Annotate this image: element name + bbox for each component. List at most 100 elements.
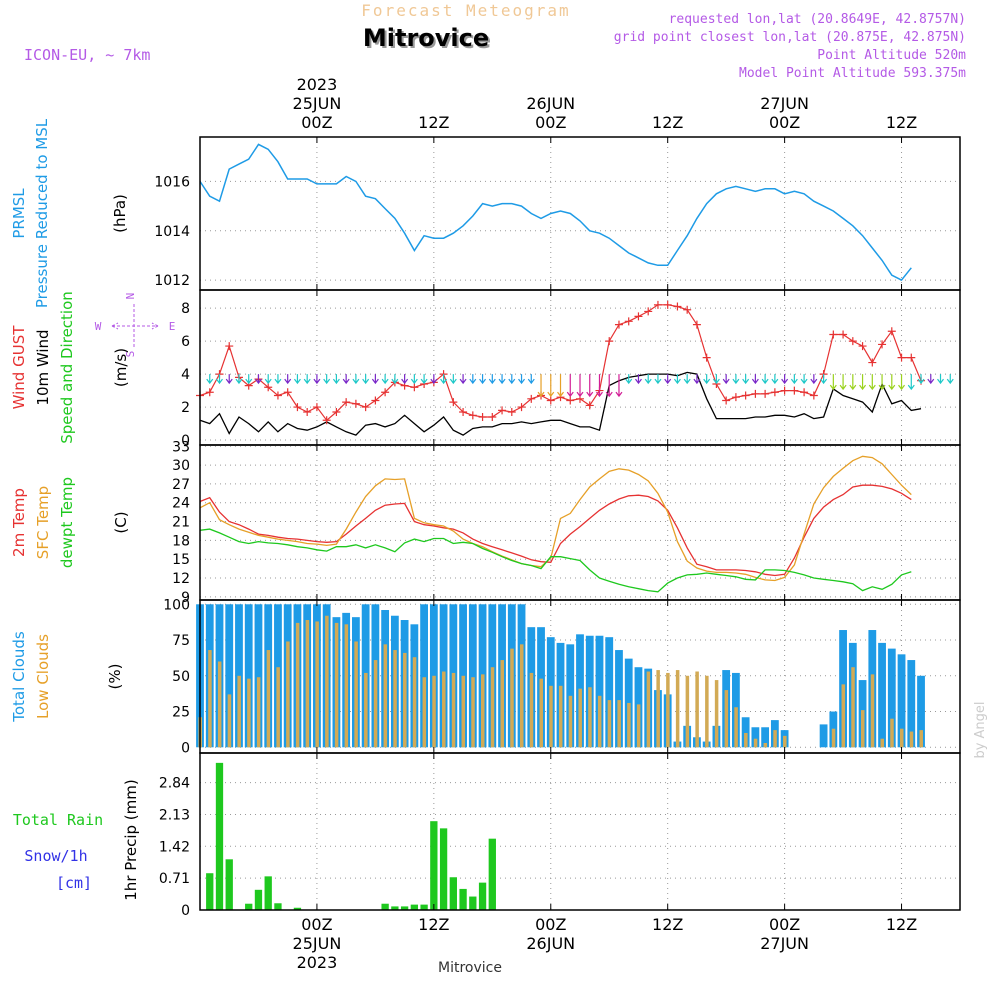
y-tick-label: 27 [172,477,190,493]
wind-direction-arrow [781,374,789,385]
low-cloud-bar [325,615,329,748]
gust-point [878,340,887,349]
total-cloud-bar [254,604,263,748]
wind-direction-arrow [381,374,389,385]
low-cloud-bar [890,718,894,748]
low-cloud-bar [646,671,651,748]
y-tick-label: 18 [172,533,190,549]
wind-direction-arrow [576,374,584,398]
rain-bar [293,907,302,910]
low-cloud-bar [393,650,397,748]
compass-letter: E [169,320,176,333]
low-cloud-bar [607,700,612,748]
wind-direction-arrow [644,374,652,385]
gust-point [507,408,516,417]
bottom-time-label: 12Z [886,915,917,934]
bottom-time-label: 27JUN [760,934,809,953]
total-cloud-bar [819,724,828,748]
wind-direction-arrow [586,374,594,398]
low-cloud-bar [568,695,573,748]
y-tick-label: 0.71 [159,871,190,887]
wind-direction-arrow [703,374,711,385]
y-tick-label: 4 [181,367,190,383]
wind-direction-arrow [664,374,672,385]
low-cloud-bar [695,671,699,748]
wind-direction-arrow [274,374,282,385]
panel-label: Speed and Direction [58,291,76,444]
wind-direction-arrow [440,374,448,385]
gust-point [663,300,672,309]
wind-direction-arrow [449,374,457,385]
low-cloud-bar [773,730,777,748]
y-tick-label: 2.84 [159,776,190,792]
total-cloud-bar [595,635,604,748]
rain-bar [206,873,214,910]
total-cloud-bar [897,654,906,748]
rain-bar [400,906,409,910]
wind-direction-arrow [761,374,769,385]
y-tick-label: 2.13 [159,807,190,823]
wind-direction-arrow [216,374,223,385]
gust-point [468,411,477,420]
rain-bar [254,889,263,910]
gust-point [829,330,838,339]
wind-direction-arrow [254,374,262,385]
gust-point [605,337,614,346]
panel-label: PRMSL [10,188,28,239]
panel-label: Low Clouds [34,634,52,719]
low-cloud-bar [500,660,504,748]
panel-label: SFC Temp [34,486,52,559]
wind-direction-arrow [313,374,321,385]
gust-point [907,353,916,362]
location-title-shadow: Mitrovice [365,26,491,54]
gust-point [839,330,848,339]
info-line-1: requested lon,lat (20.8649E, 42.8757N) [669,12,966,27]
wind-direction-arrow [898,374,906,391]
gust-point [342,398,351,407]
gust-point [488,412,497,421]
wind-direction-arrow [888,374,896,391]
panel-3: 0 25 50 75 100 Total Clouds Low Clouds (%) [10,597,961,756]
wind-direction-arrow [829,374,837,391]
gust-point [644,307,653,316]
top-time-label: 00Z [301,113,332,132]
bottom-time-label: 25JUN [293,934,342,953]
low-cloud-bar [373,660,378,748]
wind-direction-arrow [469,374,477,385]
y-tick-label: 75 [172,633,190,649]
total-cloud-bar [605,637,614,748]
wind-direction-arrow [508,374,516,385]
rain-bar [439,828,448,910]
total-cloud-bar [468,604,477,748]
low-cloud-bar [237,675,241,748]
rain-bar [215,762,224,910]
gust-point [624,317,633,326]
sfc-temp-line [199,455,912,582]
gust-point [449,398,458,407]
compass-letter: S [124,351,137,358]
gust-point [517,403,526,412]
wind-direction-arrow [927,374,935,385]
gust-point [809,391,818,400]
product-title: Forecast Meteogram [361,1,570,20]
total-cloud-bar [917,675,925,748]
gust-point [264,383,273,392]
y-tick-label: 0 [181,740,190,756]
total-cloud-bar [741,717,750,748]
bottom-time-label: 00Z [301,915,332,934]
total-cloud-bar [887,648,896,748]
rain-bar [225,859,233,910]
rain-bar [430,821,438,910]
rain-bar [449,877,457,910]
y-tick-label: 9 [181,590,190,606]
rain-bar [478,882,487,910]
low-cloud-bar [783,735,787,748]
bottom-time-label: 12Z [652,915,683,934]
low-cloud-bar [617,700,621,748]
low-cloud-bar [841,684,846,748]
gust-point [381,388,390,397]
gust-point [273,391,282,400]
wind-direction-arrow [401,374,409,385]
wind-direction-arrow [732,374,740,385]
